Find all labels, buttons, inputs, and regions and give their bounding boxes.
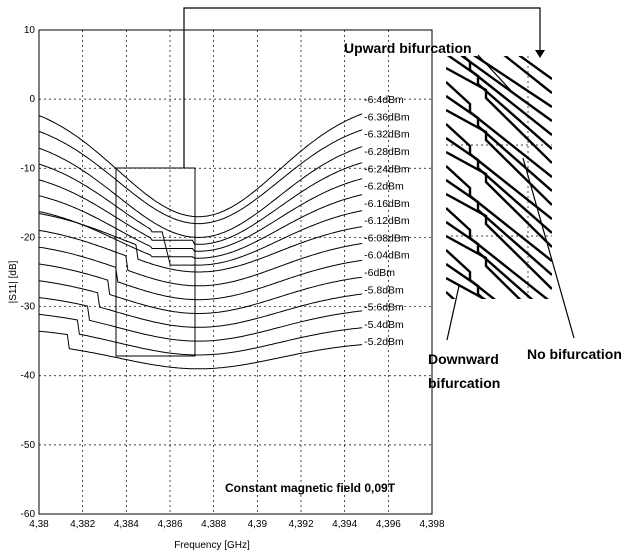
inset-curve bbox=[446, 179, 552, 276]
x-axis-label: Frequency [GHz] bbox=[174, 540, 250, 550]
inset-curve bbox=[461, 56, 552, 136]
magnetic-field-label: Constant magnetic field 0,09T bbox=[225, 481, 396, 495]
series-line bbox=[38, 297, 363, 342]
x-tick-label: 4,386 bbox=[157, 519, 182, 530]
inset-curve bbox=[446, 95, 552, 192]
y-tick-label: -30 bbox=[21, 302, 36, 313]
series-line bbox=[38, 313, 363, 356]
inset-curve bbox=[460, 56, 552, 122]
downward-arrow bbox=[446, 285, 460, 341]
series-label: -6.24dBm bbox=[364, 163, 410, 175]
downward-bifurcation-label-1: Downward bbox=[428, 351, 499, 367]
y-tick-label: 10 bbox=[24, 25, 36, 36]
x-tick-label: 4,39 bbox=[248, 519, 268, 530]
series-line bbox=[38, 210, 363, 266]
inset-curve bbox=[446, 108, 552, 206]
inset-curve bbox=[446, 123, 552, 220]
x-tick-label: 4,396 bbox=[376, 519, 401, 530]
y-tick-label: -40 bbox=[21, 371, 36, 382]
zoom-inset bbox=[446, 56, 552, 299]
y-tick-label: -20 bbox=[21, 232, 36, 243]
series-line bbox=[38, 330, 363, 370]
inset-curve bbox=[446, 221, 534, 299]
series-labels: -6.4dBm -6.36dBm -6.32dBm -6.28dBm -6.24dBm -… bbox=[364, 94, 410, 348]
series-line bbox=[38, 129, 363, 225]
series-label: -6.32dBm bbox=[364, 129, 410, 141]
series-line bbox=[38, 194, 363, 259]
y-tick-label: -50 bbox=[21, 440, 36, 451]
series-line bbox=[38, 213, 363, 273]
series-label: -6.12dBm bbox=[364, 215, 410, 227]
y-tick-label: -10 bbox=[21, 163, 36, 174]
series-line bbox=[38, 178, 363, 252]
inset-curve bbox=[446, 234, 522, 299]
inset-curve bbox=[446, 56, 552, 150]
series-line bbox=[38, 113, 363, 218]
series-label: -6.16dBm bbox=[364, 198, 410, 210]
no-bifurcation-arrow bbox=[522, 157, 575, 339]
x-tick-label: 4,398 bbox=[419, 519, 444, 530]
series-line bbox=[38, 263, 363, 314]
zoom-box bbox=[115, 167, 196, 357]
x-tick-label: 4,394 bbox=[332, 519, 357, 530]
inset-curve bbox=[446, 137, 552, 234]
series-curves bbox=[38, 113, 363, 370]
series-label: -6.04dBm bbox=[364, 250, 410, 262]
inset-curve bbox=[446, 192, 552, 290]
inset-curve bbox=[503, 56, 552, 94]
x-tick-label: 4,388 bbox=[201, 519, 226, 530]
series-line bbox=[38, 162, 363, 245]
series-label: -6.36dBm bbox=[364, 111, 410, 123]
series-line bbox=[38, 246, 363, 301]
series-label: -5.2dBm bbox=[364, 336, 404, 348]
zoom-connector-arrowhead bbox=[535, 50, 545, 58]
x-tick-label: 4,38 bbox=[29, 519, 49, 530]
x-tick-label: 4,384 bbox=[114, 519, 139, 530]
series-label: -6.28dBm bbox=[364, 146, 410, 158]
series-line bbox=[38, 280, 363, 328]
series-label: -6.2dBm bbox=[364, 181, 404, 193]
y-tick-label: 0 bbox=[29, 94, 35, 105]
series-label: -5.8dBm bbox=[364, 284, 404, 296]
inset-curve bbox=[446, 150, 552, 248]
downward-bifurcation-label-2: bifurcation bbox=[428, 375, 500, 391]
series-label: -6.4dBm bbox=[364, 94, 404, 106]
series-label: -6.08dBm bbox=[364, 232, 410, 244]
inset-curve bbox=[446, 249, 496, 299]
x-tick-labels: 4,38 4,382 4,384 4,386 4,388 4,39 4,392 4,394 4,… bbox=[29, 519, 445, 530]
inset-curve bbox=[446, 81, 552, 178]
inset-curve bbox=[446, 263, 486, 299]
inset-curve bbox=[446, 66, 552, 164]
y-tick-labels: 10 0 -10 -20 -30 -40 -50 -60 bbox=[21, 25, 36, 520]
upward-bifurcation-label: Upward bifurcation bbox=[344, 40, 472, 56]
plot-frame bbox=[38, 29, 433, 515]
series-line bbox=[38, 229, 363, 287]
no-bifurcation-label: No bifurcation bbox=[527, 346, 622, 362]
inset-curve bbox=[472, 56, 552, 109]
y-axis-label: |S11| [dB] bbox=[8, 260, 19, 303]
inset-curve bbox=[446, 276, 487, 299]
series-label: -5.4dBm bbox=[364, 319, 404, 331]
upward-arrow bbox=[477, 54, 516, 96]
y-tick-label: -60 bbox=[21, 509, 36, 520]
x-tick-label: 4,392 bbox=[288, 519, 313, 530]
zoom-connector bbox=[183, 7, 541, 168]
x-tick-label: 4,382 bbox=[70, 519, 95, 530]
series-line bbox=[38, 146, 363, 238]
inset-curve bbox=[446, 207, 549, 299]
series-label: -5.6dBm bbox=[364, 302, 404, 314]
series-label: -6dBm bbox=[364, 267, 395, 279]
inset-curve bbox=[446, 165, 552, 262]
